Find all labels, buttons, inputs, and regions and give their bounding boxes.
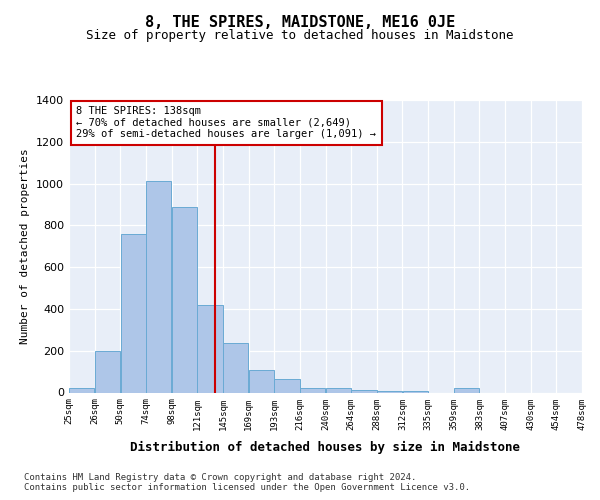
Bar <box>300 388 325 392</box>
Bar <box>249 370 274 392</box>
Y-axis label: Number of detached properties: Number of detached properties <box>20 148 31 344</box>
Bar <box>326 388 351 392</box>
Text: Contains HM Land Registry data © Crown copyright and database right 2024.
Contai: Contains HM Land Registry data © Crown c… <box>24 473 470 492</box>
Bar <box>146 182 172 392</box>
Bar <box>274 379 299 392</box>
Bar <box>223 344 248 392</box>
Bar <box>454 388 479 392</box>
Bar <box>197 304 223 392</box>
Bar <box>172 206 197 392</box>
Text: Size of property relative to detached houses in Maidstone: Size of property relative to detached ho… <box>86 29 514 42</box>
Bar <box>69 388 94 392</box>
Text: 8, THE SPIRES, MAIDSTONE, ME16 0JE: 8, THE SPIRES, MAIDSTONE, ME16 0JE <box>145 15 455 30</box>
Text: 8 THE SPIRES: 138sqm
← 70% of detached houses are smaller (2,649)
29% of semi-de: 8 THE SPIRES: 138sqm ← 70% of detached h… <box>76 106 376 140</box>
Bar <box>95 350 120 393</box>
X-axis label: Distribution of detached houses by size in Maidstone: Distribution of detached houses by size … <box>131 440 521 454</box>
Bar <box>121 234 146 392</box>
Bar <box>352 390 377 392</box>
